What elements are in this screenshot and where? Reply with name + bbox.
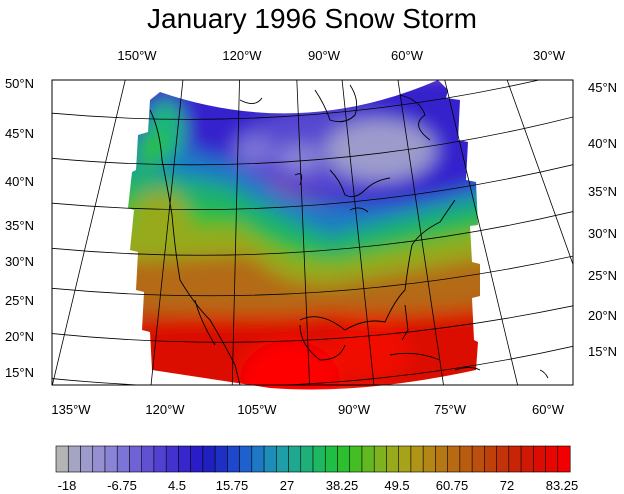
colorbar-labels: -18 -6.75 4.5 15.75 27 38.25 49.5 60.75 … <box>58 478 579 493</box>
right-lat-label: 40°N <box>588 136 617 151</box>
colorbar-box <box>288 445 302 473</box>
colorbar-box <box>312 445 326 473</box>
colorbar <box>55 445 571 473</box>
colorbar-tick-label: 15.75 <box>216 478 249 493</box>
colorbar-box <box>153 445 167 473</box>
right-latitude-labels: 45°N 40°N 35°N 30°N 25°N 20°N 15°N <box>588 80 617 359</box>
left-lat-label: 30°N <box>5 254 34 269</box>
colorbar-box <box>520 445 534 473</box>
right-lat-label: 15°N <box>588 344 617 359</box>
colorbar-box <box>349 445 363 473</box>
colorbar-box <box>263 445 277 473</box>
colorbar-box <box>545 445 559 473</box>
colorbar-box <box>496 445 510 473</box>
right-lat-label: 20°N <box>588 308 617 323</box>
colorbar-tick-label: 60.75 <box>436 478 469 493</box>
bottom-lon-label: 135°W <box>51 402 91 417</box>
colorbar-box <box>300 445 314 473</box>
colorbar-box <box>92 445 106 473</box>
bottom-lon-label: 105°W <box>237 402 277 417</box>
colorbar-box <box>104 445 118 473</box>
colorbar-tick-label: 38.25 <box>326 478 359 493</box>
graticule <box>52 80 573 385</box>
colorbar-box <box>459 445 473 473</box>
colorbar-box <box>435 445 449 473</box>
top-lon-label: 150°W <box>117 48 157 63</box>
map-title: January 1996 Snow Storm <box>147 3 477 34</box>
colorbar-box <box>422 445 436 473</box>
left-lat-label: 15°N <box>5 365 34 380</box>
colorbar-box <box>484 445 498 473</box>
colorbar-box <box>141 445 155 473</box>
colorbar-box <box>508 445 522 473</box>
colorbar-tick-label: 4.5 <box>168 478 186 493</box>
colorbar-box <box>55 445 69 473</box>
bottom-longitude-labels: 135°W 120°W 105°W 90°W 75°W 60°W <box>51 402 564 417</box>
colorbar-box <box>190 445 204 473</box>
colorbar-box <box>386 445 400 473</box>
colorbar-box <box>361 445 375 473</box>
colorbar-box <box>214 445 228 473</box>
left-latitude-labels: 50°N 45°N 40°N 35°N 30°N 25°N 20°N 15°N <box>5 76 34 380</box>
right-lat-label: 25°N <box>588 268 617 283</box>
colorbar-tick-label: -18 <box>58 478 77 493</box>
colorbar-tick-label: 72 <box>500 478 514 493</box>
top-lon-label: 60°W <box>391 48 424 63</box>
colorbar-box <box>447 445 461 473</box>
colorbar-box <box>275 445 290 473</box>
colorbar-tick-label: 27 <box>280 478 294 493</box>
colorbar-box <box>165 445 179 473</box>
colorbar-box <box>398 445 412 473</box>
left-lat-label: 50°N <box>5 76 34 91</box>
left-lat-label: 40°N <box>5 174 34 189</box>
colorbar-box <box>324 445 338 473</box>
right-lat-label: 45°N <box>588 80 617 95</box>
bottom-lon-label: 60°W <box>532 402 565 417</box>
colorbar-box <box>227 445 241 473</box>
colorbar-box <box>178 445 192 473</box>
bottom-lon-label: 120°W <box>145 402 185 417</box>
right-lat-label: 30°N <box>588 226 617 241</box>
colorbar-box <box>67 445 81 473</box>
left-lat-label: 25°N <box>5 293 34 308</box>
colorbar-tick-label: 83.25 <box>546 478 579 493</box>
colorbar-box <box>116 445 130 473</box>
top-lon-label: 120°W <box>222 48 262 63</box>
colorbar-box <box>239 445 253 473</box>
top-lon-label: 30°W <box>533 48 566 63</box>
temperature-field <box>128 80 480 390</box>
bottom-lon-label: 75°W <box>434 402 467 417</box>
coastlines <box>149 84 549 385</box>
colorbar-box <box>129 445 143 473</box>
colorbar-box <box>202 445 216 473</box>
colorbar-box <box>251 445 265 473</box>
colorbar-box <box>80 445 94 473</box>
colorbar-box <box>410 445 424 473</box>
bottom-lon-label: 90°W <box>338 402 371 417</box>
colorbar-box <box>471 445 485 473</box>
colorbar-tick-label: -6.75 <box>107 478 137 493</box>
right-lat-label: 35°N <box>588 184 617 199</box>
top-lon-label: 90°W <box>308 48 341 63</box>
map-frame <box>51 79 574 386</box>
left-lat-label: 35°N <box>5 218 34 233</box>
colorbar-box <box>337 445 351 473</box>
colorbar-tick-label: 49.5 <box>384 478 409 493</box>
colorbar-box <box>373 445 387 473</box>
colorbar-box <box>532 445 547 473</box>
top-longitude-labels: 150°W 120°W 90°W 60°W 30°W <box>117 48 565 63</box>
left-lat-label: 45°N <box>5 126 34 141</box>
left-lat-label: 20°N <box>5 329 34 344</box>
colorbar-box <box>557 445 571 473</box>
